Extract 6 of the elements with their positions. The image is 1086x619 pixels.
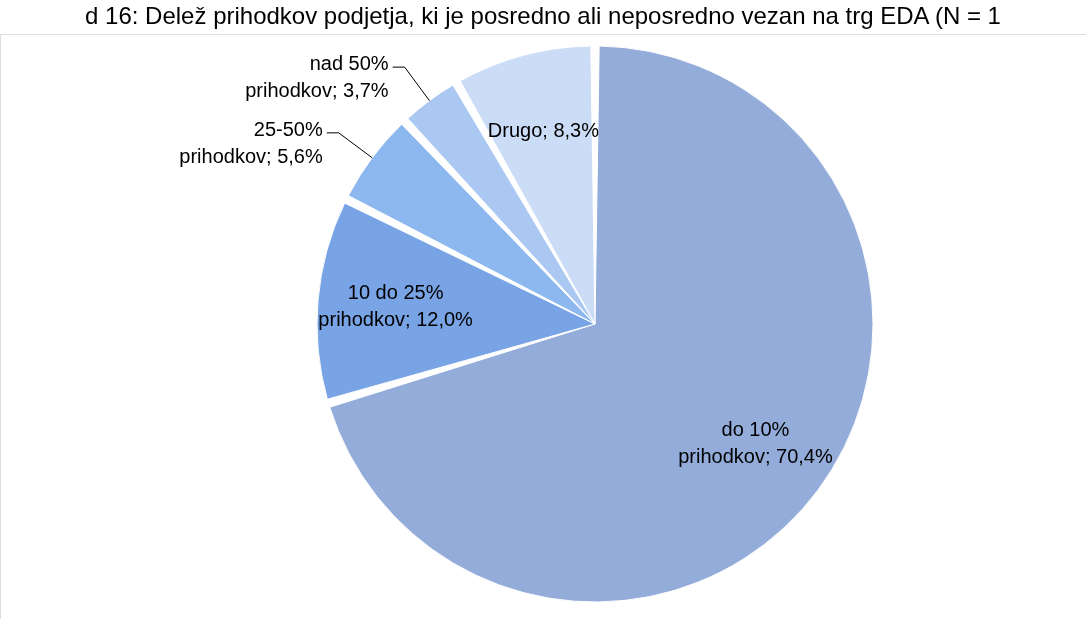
slice-label: 25-50% prihodkov; 5,6%	[179, 117, 323, 167]
slice-label: do 10% prihodkov; 70,4%	[678, 418, 833, 468]
slice-label: 10 do 25% prihodkov; 12,0%	[318, 280, 474, 330]
slice-label: Drugo; 8,3%	[487, 118, 600, 141]
slice-label: nad 50% prihodkov; 3,7%	[245, 52, 389, 102]
chart-title: d 16: Delež prihodkov podjetja, ki je posredno ali neposredno vezan na trg EDA (N = 1	[85, 2, 1001, 29]
